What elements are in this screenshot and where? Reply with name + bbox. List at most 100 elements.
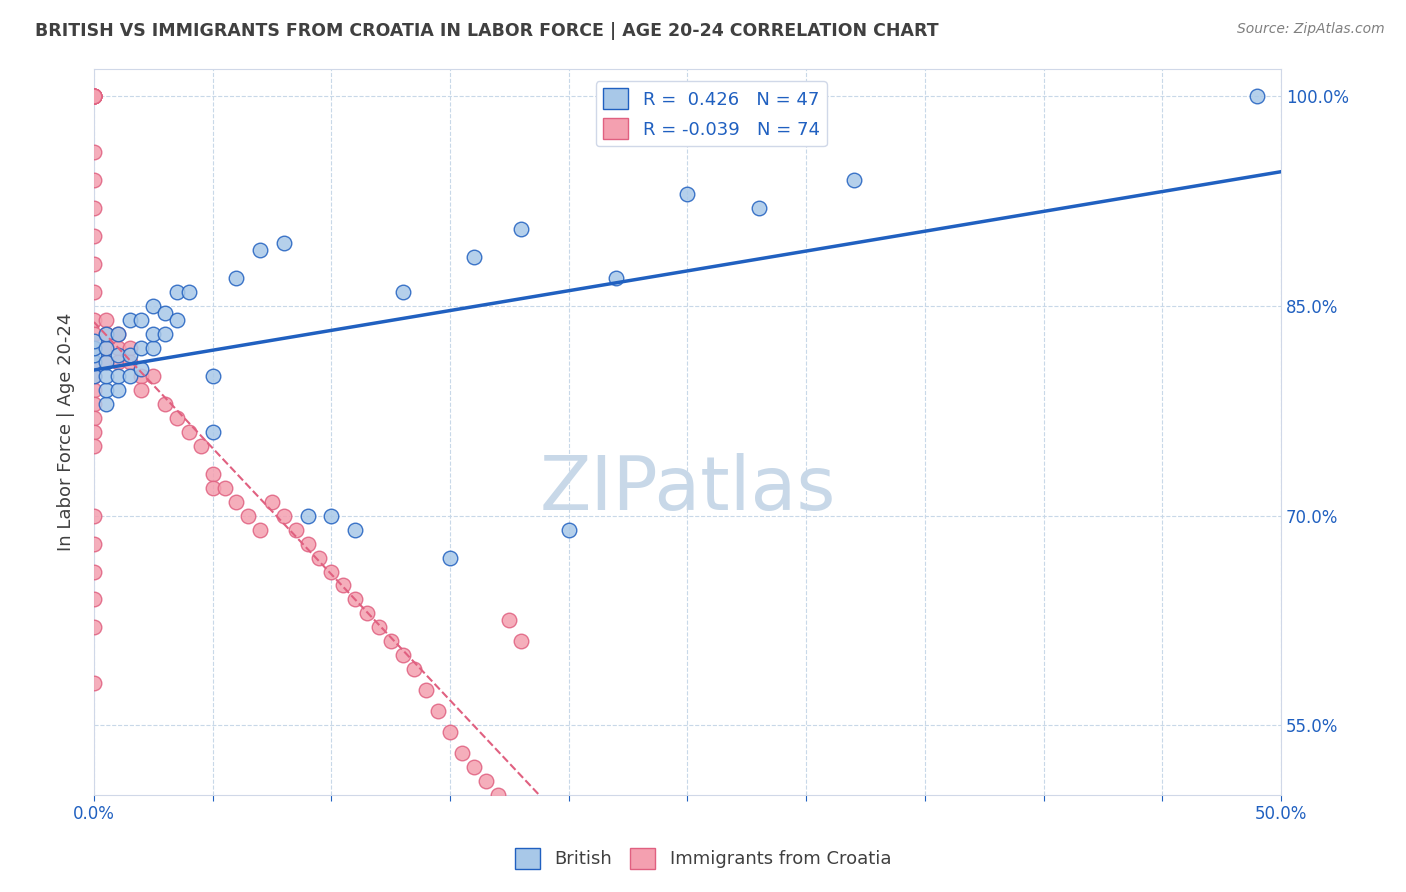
Point	[83, 355, 105, 369]
Point	[142, 326, 165, 341]
Point	[391, 285, 413, 299]
Point	[83, 341, 105, 355]
Point	[83, 620, 105, 634]
Point	[83, 313, 105, 327]
Point	[367, 620, 389, 634]
Point	[107, 368, 129, 383]
Point	[94, 397, 117, 411]
Point	[605, 271, 627, 285]
Point	[380, 634, 402, 648]
Point	[344, 523, 367, 537]
Point	[83, 348, 105, 362]
Point	[273, 236, 295, 251]
Point	[118, 313, 141, 327]
Point	[131, 368, 153, 383]
Point	[83, 536, 105, 550]
Point	[249, 523, 271, 537]
Point	[142, 368, 165, 383]
Point	[107, 348, 129, 362]
Point	[201, 481, 224, 495]
Point	[427, 704, 450, 718]
Point	[83, 257, 105, 271]
Point	[94, 368, 117, 383]
Point	[83, 229, 105, 244]
Point	[356, 607, 378, 621]
Point	[166, 285, 188, 299]
Point	[83, 410, 105, 425]
Point	[83, 89, 105, 103]
Point	[83, 565, 105, 579]
Point	[297, 508, 319, 523]
Point	[94, 341, 117, 355]
Point	[107, 383, 129, 397]
Point	[201, 467, 224, 481]
Point	[83, 508, 105, 523]
Point	[225, 271, 247, 285]
Point	[225, 494, 247, 508]
Point	[451, 746, 474, 760]
Point	[284, 523, 307, 537]
Point	[1246, 89, 1268, 103]
Point	[118, 348, 141, 362]
Point	[439, 550, 461, 565]
Point	[94, 326, 117, 341]
Point	[83, 89, 105, 103]
Point	[83, 439, 105, 453]
Point	[131, 341, 153, 355]
Point	[201, 425, 224, 439]
Point	[510, 634, 533, 648]
Legend: British, Immigrants from Croatia: British, Immigrants from Croatia	[508, 840, 898, 876]
Point	[558, 523, 581, 537]
Point	[153, 397, 176, 411]
Point	[83, 145, 105, 160]
Point	[238, 508, 260, 523]
Point	[297, 536, 319, 550]
Point	[214, 481, 236, 495]
Point	[404, 662, 426, 676]
Point	[415, 683, 437, 698]
Point	[83, 341, 105, 355]
Point	[83, 89, 105, 103]
Point	[83, 326, 105, 341]
Point	[190, 439, 212, 453]
Point	[107, 355, 129, 369]
Point	[94, 313, 117, 327]
Point	[94, 355, 117, 369]
Point	[498, 614, 520, 628]
Point	[463, 250, 485, 264]
Point	[166, 313, 188, 327]
Point	[153, 306, 176, 320]
Point	[166, 410, 188, 425]
Point	[83, 334, 105, 348]
Point	[486, 788, 509, 802]
Point	[131, 313, 153, 327]
Point	[463, 760, 485, 774]
Point	[83, 383, 105, 397]
Point	[94, 326, 117, 341]
Point	[83, 89, 105, 103]
Point	[83, 676, 105, 690]
Y-axis label: In Labor Force | Age 20-24: In Labor Force | Age 20-24	[58, 312, 75, 551]
Point	[201, 368, 224, 383]
Point	[83, 397, 105, 411]
Point	[94, 383, 117, 397]
Point	[107, 326, 129, 341]
Point	[177, 285, 200, 299]
Point	[94, 341, 117, 355]
Point	[510, 222, 533, 236]
Point	[142, 341, 165, 355]
Legend: R =  0.426   N = 47, R = -0.039   N = 74: R = 0.426 N = 47, R = -0.039 N = 74	[596, 81, 827, 146]
Point	[107, 341, 129, 355]
Point	[177, 425, 200, 439]
Point	[118, 368, 141, 383]
Point	[83, 425, 105, 439]
Point	[83, 89, 105, 103]
Point	[321, 508, 343, 523]
Point	[474, 774, 496, 789]
Point	[842, 173, 865, 187]
Point	[94, 355, 117, 369]
Text: ZIPatlas: ZIPatlas	[540, 453, 835, 526]
Point	[107, 326, 129, 341]
Point	[748, 201, 770, 215]
Point	[273, 508, 295, 523]
